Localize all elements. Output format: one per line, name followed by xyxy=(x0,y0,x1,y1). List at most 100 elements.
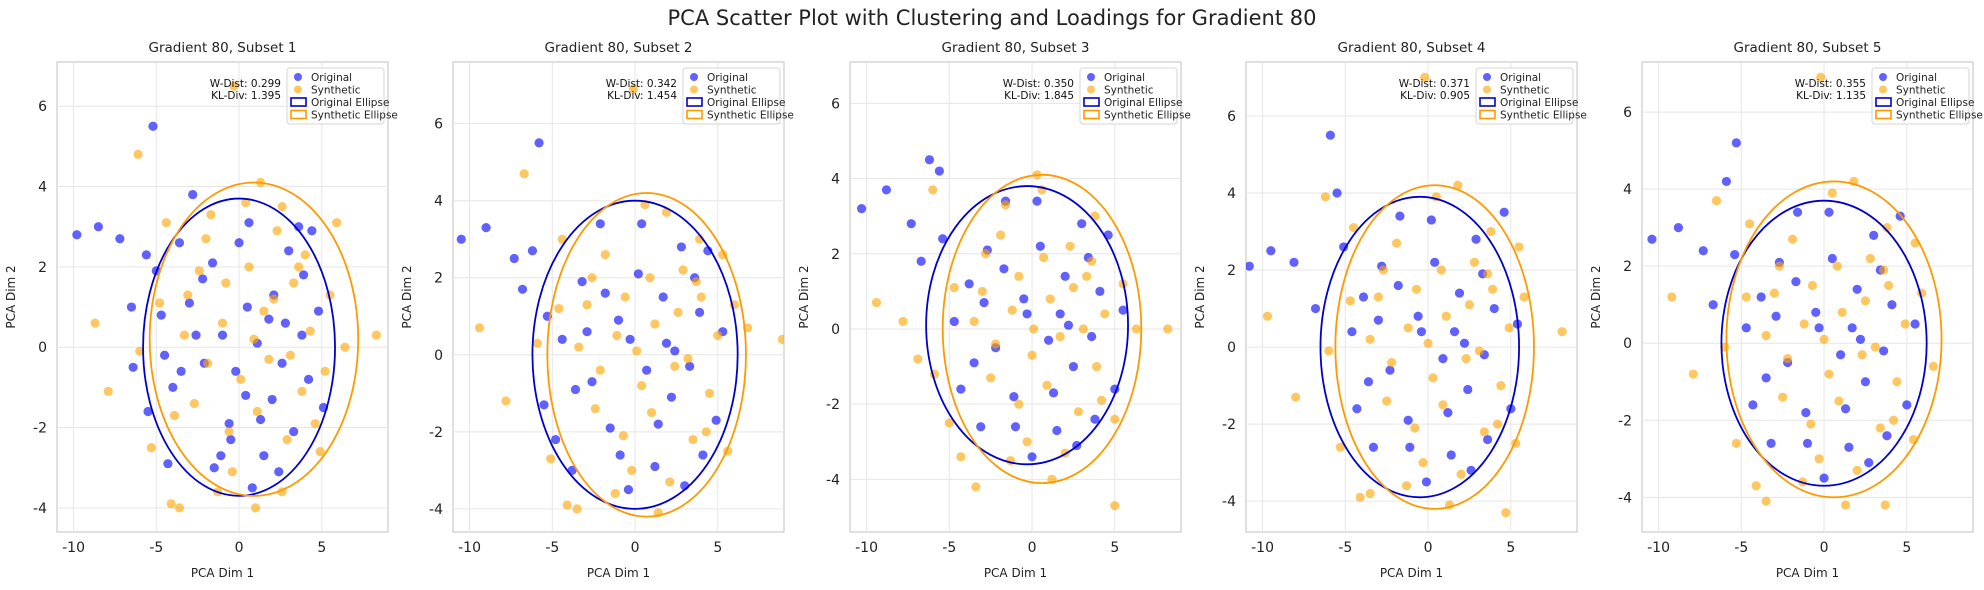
synthetic-point xyxy=(1827,188,1837,198)
y-axis-label: PCA Dim 2 xyxy=(797,265,811,328)
synthetic-point xyxy=(546,454,556,464)
original-point xyxy=(1730,250,1740,260)
axes-frame xyxy=(849,61,1182,533)
synthetic-point xyxy=(315,447,325,457)
original-point xyxy=(1459,338,1470,348)
legend-label: Synthetic xyxy=(311,85,361,97)
synthetic-point xyxy=(1087,256,1097,266)
synthetic-point xyxy=(696,292,706,302)
original-point xyxy=(934,166,944,176)
original-point xyxy=(1077,219,1087,229)
legend-marker-synthetic-ellipse xyxy=(686,109,703,120)
original-point xyxy=(1246,261,1254,271)
synthetic-point xyxy=(221,278,231,288)
original-point xyxy=(247,483,257,493)
original-point xyxy=(938,234,948,244)
synthetic-point xyxy=(701,427,711,437)
legend-frame xyxy=(1871,67,1970,125)
legend-marker-original xyxy=(1483,73,1491,81)
synthetic-point xyxy=(928,185,938,195)
original-point xyxy=(1471,234,1481,244)
legend-label: Synthetic xyxy=(1104,85,1154,97)
synthetic-point xyxy=(1778,392,1788,402)
original-point xyxy=(1882,431,1892,441)
legend-marker-original-ellipse xyxy=(1083,97,1100,107)
synthetic-point xyxy=(1761,330,1771,341)
synthetic-point xyxy=(183,290,193,300)
synthetic-point xyxy=(1027,350,1037,360)
y-tick-label: 2 xyxy=(1227,263,1236,279)
original-point xyxy=(1827,253,1837,264)
synthetic-point xyxy=(1096,395,1107,405)
synthetic-point xyxy=(1131,324,1141,334)
y-tick-label: 0 xyxy=(1227,340,1236,356)
synthetic-point xyxy=(1900,319,1910,329)
synthetic-point xyxy=(871,298,882,308)
original-point xyxy=(1063,320,1074,330)
original-point xyxy=(1801,407,1811,418)
original-point xyxy=(1855,334,1866,344)
synthetic-point xyxy=(665,477,675,487)
synthetic-point xyxy=(229,81,239,91)
synthetic-point xyxy=(1860,296,1871,306)
original-point xyxy=(1771,311,1781,321)
subplot-title: Gradient 80, Subset 4 xyxy=(1337,40,1485,56)
synthetic-point xyxy=(1373,292,1383,302)
original-point xyxy=(1044,335,1054,345)
original-point xyxy=(156,310,166,320)
y-tick-label: 0 xyxy=(831,322,840,338)
synthetic-ellipse xyxy=(1334,184,1535,510)
synthetic-point xyxy=(1928,361,1938,371)
y-tick-label: 6 xyxy=(38,99,47,115)
original-point xyxy=(216,451,226,461)
original-point xyxy=(1413,311,1423,321)
original-point xyxy=(1373,315,1383,325)
series-original xyxy=(1246,130,1523,487)
original-point xyxy=(143,406,153,417)
synthetic-point xyxy=(1474,346,1484,356)
synthetic-point xyxy=(944,418,954,428)
original-point xyxy=(1902,400,1912,410)
legend-label: Synthetic xyxy=(707,85,757,97)
synthetic-point xyxy=(1479,427,1489,437)
subplot-3: -10 -5 0 5 -4 -2 0 2 4 6 Gradient 80, Subset 3 PCA … xyxy=(793,0,1191,590)
original-point xyxy=(176,366,186,376)
synthetic-point xyxy=(310,418,320,429)
synthetic-point xyxy=(1348,223,1359,233)
original-point xyxy=(1426,215,1436,225)
synthetic-ellipse xyxy=(546,192,747,518)
original-point xyxy=(1647,234,1657,244)
synthetic-point xyxy=(241,197,251,208)
x-axis-label: PCA Dim 1 xyxy=(1776,566,1839,580)
synthetic-point xyxy=(289,278,299,288)
original-point xyxy=(274,467,284,477)
original-point xyxy=(280,318,290,328)
w-dist-annotation: W-Dist: 0.342 xyxy=(606,78,677,90)
x-tick-label: -5 xyxy=(149,540,163,556)
x-axis-label: PCA Dim 1 xyxy=(984,566,1047,580)
x-axis-label: PCA Dim 1 xyxy=(1380,566,1443,580)
y-tick-label: 4 xyxy=(38,180,47,196)
y-axis-label: PCA Dim 2 xyxy=(400,265,414,328)
y-tick-label: -2 xyxy=(33,421,47,437)
x-tick-label: 0 xyxy=(631,540,640,556)
x-tick-label: -5 xyxy=(942,540,956,556)
original-point xyxy=(1052,425,1062,436)
synthetic-point xyxy=(259,306,269,316)
synthetic-point xyxy=(251,503,261,513)
plot-area xyxy=(856,155,1173,511)
original-point xyxy=(1847,323,1857,333)
legend-marker-synthetic-ellipse xyxy=(290,109,307,120)
original-point xyxy=(964,279,974,289)
figure-suptitle: PCA Scatter Plot with Clustering and Loa… xyxy=(667,6,1317,30)
synthetic-point xyxy=(1464,300,1475,310)
synthetic-point xyxy=(1834,396,1844,406)
original-point xyxy=(198,274,208,284)
synthetic-point xyxy=(269,294,279,304)
synthetic-point xyxy=(1110,501,1120,511)
synthetic-point xyxy=(1291,392,1301,402)
original-point xyxy=(1483,434,1493,445)
original-point xyxy=(1095,286,1105,296)
synthetic-point xyxy=(224,426,234,437)
